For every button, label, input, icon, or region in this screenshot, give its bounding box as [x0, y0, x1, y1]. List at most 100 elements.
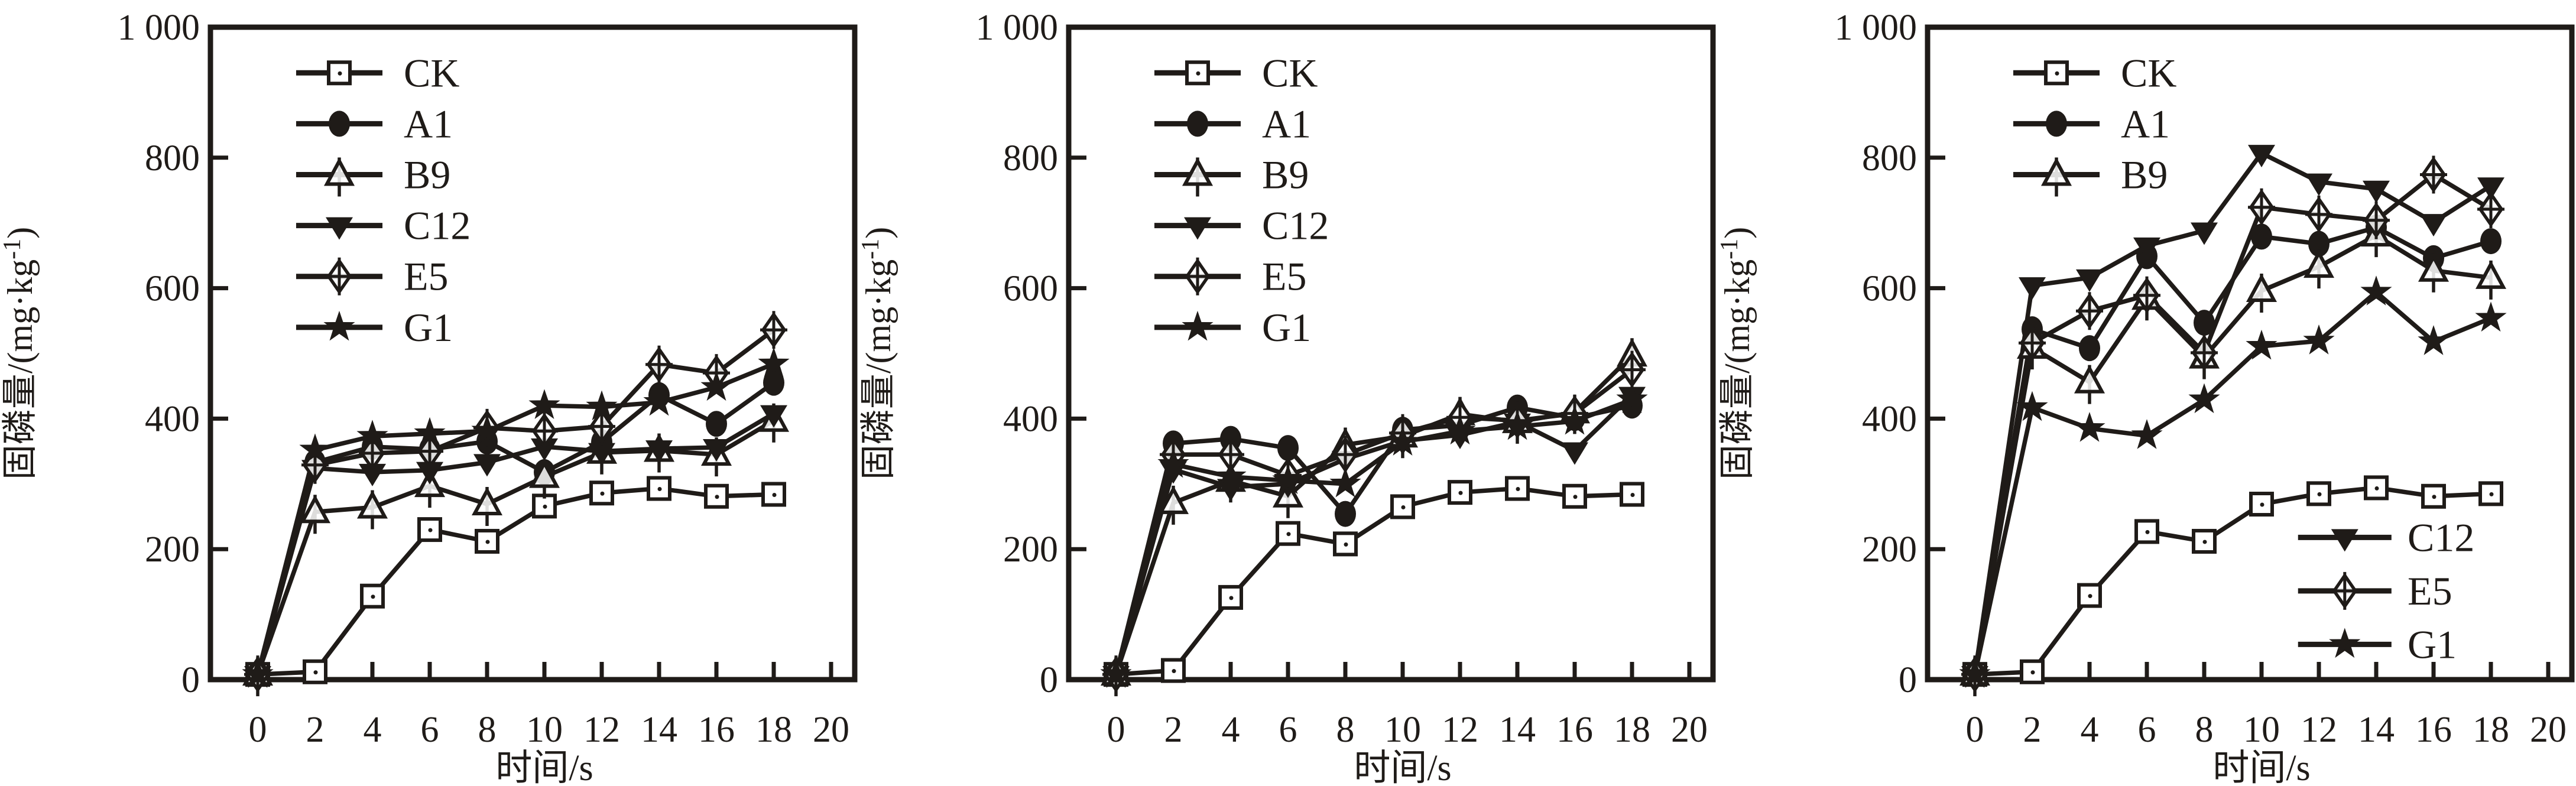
legend-item-C12: C12 [1154, 203, 1329, 248]
triangle-up-open-icon [2074, 365, 2105, 404]
x-tick-label: 16 [1556, 710, 1593, 750]
legend-block-1: CK A1 B9 [2013, 50, 2176, 197]
y-tick-label: 400 [145, 399, 200, 439]
triangle-down-filled-icon [2248, 145, 2275, 168]
star-filled-icon [1501, 410, 1533, 440]
star-filled-icon [1157, 447, 1189, 478]
series-B9-line [1114, 353, 1634, 675]
y-tick-label: 1 000 [1835, 8, 1918, 48]
legend-label: E5 [2408, 569, 2452, 613]
y-tick-label: 200 [1862, 530, 1917, 570]
triangle-up-open-icon [528, 459, 560, 499]
triangle-up-open-icon [2040, 157, 2072, 197]
y-tick-label: 0 [181, 660, 200, 700]
triangle-down-filled-icon [2305, 173, 2332, 196]
legend-item-G1: G1 [296, 305, 453, 350]
square-open-icon [647, 476, 671, 501]
x-tick-label: 20 [813, 710, 849, 750]
square-open-icon [761, 482, 786, 507]
diamond-open-cross-icon [2305, 195, 2332, 233]
series-lines [255, 328, 776, 677]
legend-item-G1: G1 [2298, 622, 2457, 667]
legend-block-1: CK A1 B9 C12 E5 G1 [1154, 50, 1329, 350]
square-open-icon [2134, 519, 2159, 544]
star-filled-icon [2418, 325, 2450, 355]
series-G1-line [1972, 290, 2492, 675]
y-axis: 0 200 400 600 800 1 000 固磷量/(mg·kg-1) [0, 8, 228, 700]
triangle-down-filled-icon [2076, 269, 2103, 292]
x-axis-label: 时间/s [495, 748, 593, 786]
series-C12-line [1114, 394, 1634, 675]
diamond-open-cross-icon [760, 311, 787, 349]
series-G1-line [1114, 397, 1633, 675]
legend-label: G1 [1262, 305, 1311, 350]
square-open-icon [589, 480, 614, 506]
series-B9-markers [1100, 337, 1648, 697]
series-E5-markers [1961, 155, 2504, 694]
triangle-up-open-icon [323, 157, 355, 197]
x-tick-label: 6 [421, 710, 439, 750]
diamond-open-cross-icon [2331, 571, 2358, 610]
y-tick-label: 600 [1003, 269, 1058, 309]
triangle-down-filled-icon [703, 439, 730, 462]
triangle-up-open-icon [2418, 253, 2450, 293]
x-tick-label: 8 [478, 710, 497, 750]
chart-panel-2: 0 2 4 6 8 10 12 14 16 18 20 时间/s 0 200 400 600 800 1 000 固… [858, 0, 1717, 786]
triangle-down-filled-icon [645, 440, 673, 463]
star-filled-icon [1959, 658, 1991, 688]
star-filled-icon [1100, 658, 1132, 688]
star-filled-icon [643, 385, 675, 416]
x-axis: 0 2 4 6 8 10 12 14 16 18 20 时间/s [1107, 662, 1708, 786]
star-filled-icon [2074, 411, 2105, 442]
circle-filled-icon [2194, 310, 2215, 336]
x-tick-label: 12 [2301, 710, 2337, 750]
series-C12-markers [1961, 145, 2504, 689]
star-filled-icon [1444, 414, 1476, 445]
square-open-icon [1333, 531, 1358, 557]
x-axis: 0 2 4 6 8 10 12 14 16 18 20 时间/s [1966, 662, 2567, 786]
x-tick-label: 20 [1671, 710, 1708, 750]
diamond-open-cross-icon [2363, 201, 2390, 239]
triangle-down-filled-icon [2133, 237, 2160, 260]
star-filled-icon [2329, 628, 2361, 658]
circle-filled-icon [2046, 111, 2067, 137]
star-filled-icon [414, 417, 446, 447]
diamond-open-cross-icon [1618, 350, 1646, 389]
star-filled-icon [2246, 329, 2277, 360]
star-filled-icon [1182, 310, 1214, 341]
legend-label: A1 [404, 101, 453, 146]
triangle-up-open-icon [299, 494, 331, 534]
series-CK-line [1115, 486, 1633, 677]
y-tick-label: 800 [145, 138, 200, 178]
square-open-icon [417, 517, 442, 543]
legend-item-A1: A1 [1154, 101, 1311, 146]
x-tick-label: 14 [641, 710, 677, 750]
series-CK-line [257, 486, 774, 677]
circle-filled-icon [2079, 335, 2100, 362]
y-tick-label: 200 [145, 530, 200, 570]
square-open-icon [2020, 659, 2045, 684]
series-E5-line [1972, 172, 2492, 675]
plot-box [1066, 24, 1716, 683]
x-tick-label: 8 [2195, 710, 2214, 750]
square-open-icon [2077, 583, 2102, 608]
y-tick-label: 800 [1862, 138, 1917, 178]
diamond-open-cross-icon [2477, 190, 2504, 229]
series-CK-markers [245, 476, 786, 687]
chart-panel-3: 0 2 4 6 8 10 12 14 16 18 20 时间/s 0 200 400 600 800 1 000 固… [1717, 0, 2576, 786]
square-open-icon [1276, 521, 1300, 546]
legend-label: G1 [2408, 622, 2457, 667]
triangle-down-filled-icon [473, 454, 501, 477]
y-axis-label: 固磷量/(mg·kg-1) [1717, 227, 1757, 480]
legend-block-1: CK A1 B9 C12 E5 G1 [296, 50, 471, 350]
series-C12-line [255, 411, 775, 675]
series-E5-line [255, 328, 776, 675]
series-G1-line [255, 362, 775, 675]
square-open-icon [360, 583, 385, 609]
triangle-down-filled-icon [416, 462, 443, 485]
series-G1-markers [1959, 275, 2507, 688]
legend-label: B9 [2121, 152, 2168, 197]
circle-filled-icon [329, 111, 350, 137]
